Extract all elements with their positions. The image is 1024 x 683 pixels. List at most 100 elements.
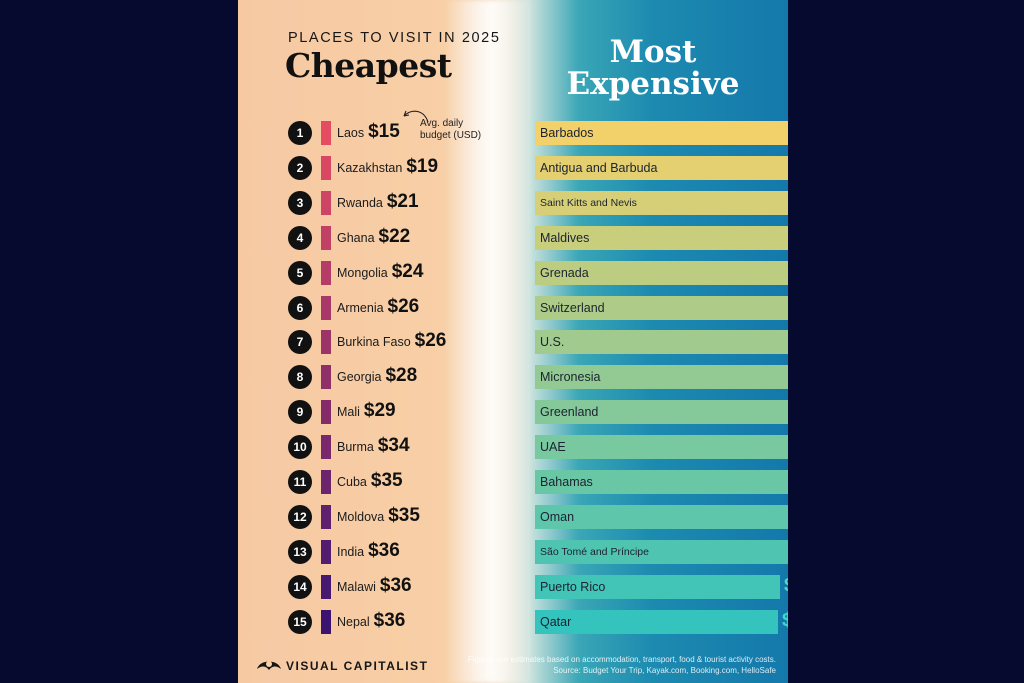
- footnote: Figures are estimates based on accommoda…: [468, 655, 776, 676]
- footnote-line1: Figures are estimates based on accommoda…: [467, 655, 776, 664]
- wave-foam: [443, 0, 533, 683]
- expensive-bar: [535, 121, 788, 145]
- expensive-bar: [535, 260, 788, 285]
- value-label: $36: [379, 574, 412, 596]
- value-label: $188: [782, 609, 788, 631]
- value-label: $26: [387, 295, 420, 317]
- country-label: India: [337, 544, 365, 559]
- expensive-bar: [535, 470, 788, 494]
- budget-note-line2: budget (USD): [420, 130, 482, 141]
- value-label: $28: [385, 365, 418, 387]
- cheap-bar: [321, 435, 331, 460]
- expensive-bar: [535, 330, 788, 355]
- rank-badge: 15: [288, 609, 312, 634]
- cheap-bar: [321, 470, 331, 494]
- country-label: Rwanda: [337, 195, 383, 210]
- rank-badge: 10: [288, 435, 312, 460]
- value-label: $35: [388, 504, 420, 526]
- country-label: Moldova: [337, 509, 385, 524]
- value-label: $34: [377, 435, 410, 457]
- country-label: Cuba: [337, 475, 367, 489]
- country-label: Antigua and Barbuda: [540, 160, 658, 175]
- rank-badge: 11: [288, 470, 312, 494]
- country-label: Kazakhstan: [337, 160, 403, 175]
- cheap-bar: [321, 330, 331, 355]
- cheap-bar: [321, 155, 331, 180]
- rank-badge: 8: [288, 365, 312, 390]
- country-label: Mali: [337, 405, 360, 420]
- cheapest-title: Cheapest: [285, 46, 452, 85]
- value-label: $29: [363, 400, 396, 422]
- country-label: Barbados: [540, 126, 594, 140]
- rank-badge: 4: [288, 225, 312, 250]
- country-label: Micronesia: [540, 370, 601, 385]
- rank-badge: 12: [288, 504, 312, 529]
- country-label: Burma: [337, 440, 374, 455]
- most-expensive-title: Most Expensive: [538, 36, 768, 100]
- rank-badge: 3: [288, 190, 312, 215]
- expensive-bar: [535, 190, 788, 215]
- cheap-bar: [321, 504, 331, 529]
- country-label: Grenada: [540, 265, 589, 280]
- country-label: Qatar: [540, 614, 572, 629]
- value-label: $15: [368, 121, 400, 142]
- country-label: Malawi: [337, 579, 376, 594]
- expensive-bar: [535, 225, 788, 250]
- expensive-bar: [535, 435, 788, 460]
- country-label: Burkina Faso: [337, 335, 411, 350]
- cheap-bar: [321, 260, 331, 285]
- country-label: Armenia: [337, 300, 384, 315]
- expensive-bar: [535, 539, 788, 564]
- visual-capitalist-logo-icon: [257, 661, 281, 670]
- cheap-bar: [321, 365, 331, 390]
- country-label: Greenland: [540, 405, 599, 420]
- rank-badge: 7: [288, 330, 312, 355]
- expensive-bar: [535, 295, 788, 320]
- value-label: $26: [414, 330, 447, 352]
- budget-note-line1: Avg. daily: [420, 118, 464, 129]
- rank-badge: 1: [288, 121, 312, 145]
- country-label: UAE: [540, 440, 566, 455]
- expensive-bar: [535, 365, 788, 390]
- rank-badge: 6: [288, 295, 312, 320]
- value-label: $21: [386, 190, 419, 212]
- cheap-bar: [321, 190, 331, 215]
- country-label: Oman: [540, 509, 575, 524]
- subtitle: PLACES TO VISIT IN 2025: [288, 30, 501, 46]
- country-label: São Tomé and Príncipe: [540, 545, 649, 558]
- cheap-bar: [321, 225, 331, 250]
- rank-badge: 5: [288, 260, 312, 285]
- country-label: Saint Kitts and Nevis: [540, 196, 637, 209]
- expensive-bar: [535, 504, 788, 529]
- title-line-expensive: Expensive: [566, 66, 740, 102]
- country-label: Nepal: [337, 614, 370, 629]
- country-label: Laos: [337, 126, 365, 140]
- cheap-bar: [321, 121, 331, 145]
- value-label: $190: [784, 575, 788, 597]
- expensive-bar: [535, 574, 780, 599]
- country-label: Switzerland: [540, 300, 605, 315]
- value-label: $36: [373, 609, 406, 631]
- value-label: $35: [370, 470, 403, 491]
- infographic-poster: PLACES TO VISIT IN 2025 Cheapest Most Ex…: [238, 0, 788, 683]
- value-label: $22: [378, 225, 411, 247]
- brand-name: VISUAL CAPITALIST: [286, 659, 429, 673]
- country-label: Puerto Rico: [540, 579, 606, 594]
- value-label: $19: [406, 155, 439, 177]
- cheap-bar: [321, 609, 331, 634]
- value-label: $36: [368, 539, 400, 561]
- value-label: $24: [391, 260, 424, 282]
- expensive-bar: [535, 400, 788, 425]
- rank-badge: 9: [288, 400, 312, 425]
- country-label: Ghana: [337, 230, 375, 245]
- country-label: Maldives: [540, 230, 590, 245]
- cheap-bar: [321, 295, 331, 320]
- country-label: U.S.: [540, 335, 565, 350]
- cheap-bar: [321, 574, 331, 599]
- country-label: Georgia: [337, 370, 382, 385]
- country-label: Bahamas: [540, 475, 593, 489]
- cheap-bar: [321, 539, 331, 564]
- footnote-line2: Source: Budget Your Trip, Kayak.com, Boo…: [553, 665, 776, 675]
- budget-note: Avg. daily budget (USD): [420, 118, 481, 142]
- country-label: Mongolia: [337, 265, 388, 280]
